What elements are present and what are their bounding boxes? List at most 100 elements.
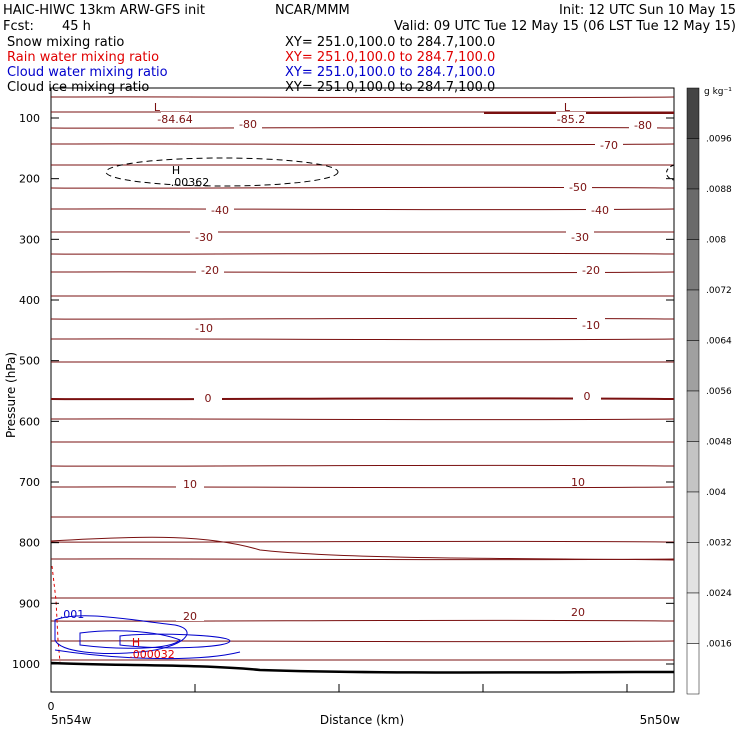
field-legend: Snow mixing ratio XY= 251.0,100.0 to 284.… — [7, 35, 495, 95]
contour-label-bg — [577, 263, 605, 275]
isotherm-line — [50, 558, 675, 561]
contour-label-bg — [564, 475, 592, 487]
field-name: Rain water mixing ratio — [7, 50, 159, 65]
colorbar: .0096 .0088 .008 .0072 .0064 .0056 .0048 .004 .0… — [686, 87, 732, 695]
x-start-label: 5n54w — [51, 713, 92, 727]
cloud-water-contour — [54, 649, 241, 660]
contour-label-bg — [564, 180, 592, 192]
contour-label-bg — [190, 230, 218, 242]
contour-label-bg — [206, 203, 234, 215]
colorbar-tick-label: .0032 — [706, 539, 732, 549]
contour-label: -10 — [195, 322, 213, 335]
snow-max-marker: H — [172, 164, 180, 177]
cloud-water-contour — [54, 615, 188, 654]
rain-max-value: .000032 — [129, 648, 175, 661]
contour-label: 10 — [571, 476, 585, 489]
contour-label-bg — [190, 321, 218, 333]
field-xy: XY= 251.0,100.0 to 284.7,100.0 — [285, 50, 495, 65]
contour-label-bg — [586, 203, 614, 215]
contour-label: -20 — [201, 264, 219, 277]
contour-label: -40 — [211, 204, 229, 217]
x-tick-label-zero: 0 — [48, 700, 55, 713]
distance-axis — [194, 684, 628, 692]
snow-contour — [666, 164, 675, 181]
model-title: HAIC-HIWC 13km ARW-GFS init — [3, 3, 205, 18]
field-xy: XY= 251.0,100.0 to 284.7,100.0 — [285, 65, 495, 80]
contour-label: -50 — [569, 181, 587, 194]
surface-line — [50, 661, 675, 674]
colorbar-tick-label: .004 — [706, 488, 726, 498]
cloud-water-contour — [79, 630, 181, 649]
colorbar-swatch — [686, 542, 700, 594]
colorbar-swatch — [686, 289, 700, 341]
isotherm-line — [50, 96, 675, 99]
y-tick-label: 500 — [19, 355, 40, 368]
low-marker: L — [154, 101, 161, 114]
cloud-water-label: .001 — [60, 608, 85, 621]
institution-label: NCAR/MMM — [275, 3, 350, 18]
contour-label-bg — [566, 230, 594, 242]
contour-label: -80 — [634, 119, 652, 132]
isotherm-line — [50, 126, 675, 129]
colorbar-tick-label: .0016 — [706, 640, 732, 650]
colorbar-swatch — [686, 643, 700, 695]
contour-label-bg — [556, 112, 586, 124]
isotherm-line — [50, 540, 675, 543]
colorbar-tick-label: .0088 — [706, 185, 732, 195]
colorbar-swatch — [686, 441, 700, 493]
colorbar-swatch — [686, 491, 700, 543]
y-tick-label: 900 — [19, 597, 40, 610]
isotherm-line — [50, 619, 675, 622]
contour-label: -20 — [582, 264, 600, 277]
y-tick-label: 700 — [19, 476, 40, 489]
contour-label: 20 — [571, 606, 585, 619]
isotherm-line — [50, 536, 675, 561]
contour-label: -10 — [582, 319, 600, 332]
contour-label-bg — [161, 112, 189, 124]
snow-max-value: .00362 — [171, 176, 210, 189]
contour-label: 0 — [584, 390, 591, 403]
contour-label-bg — [564, 605, 592, 617]
colorbar-tick-label: .008 — [706, 236, 726, 246]
isotherm-line — [50, 252, 675, 255]
valid-time: Valid: 09 UTC Tue 12 May 15 (06 LST Tue … — [394, 19, 736, 34]
contour-label: 20 — [183, 610, 197, 623]
forecast-label: Fcst: — [3, 19, 34, 34]
colorbar-swatch — [686, 188, 700, 240]
field-xy: XY= 251.0,100.0 to 284.7,100.0 — [285, 35, 495, 50]
contour-label: -85.2 — [557, 113, 585, 126]
isotherm-line — [50, 486, 675, 489]
contour-label-bg — [176, 477, 204, 489]
contour-label-bg — [234, 117, 262, 129]
isotherm-line — [50, 208, 675, 211]
colorbar-swatch — [686, 340, 700, 392]
y-tick-label: 600 — [19, 415, 40, 428]
contour-label: -30 — [571, 231, 589, 244]
contour-label-bg — [629, 118, 657, 130]
field-name: Cloud water mixing ratio — [7, 65, 168, 80]
y-axis-label: Pressure (hPa) — [4, 352, 18, 438]
init-time: Init: 12 UTC Sun 10 May 15 — [559, 3, 736, 18]
snow-contour — [105, 157, 339, 187]
contour-label: 0 — [205, 392, 212, 405]
contour-label-bg — [194, 391, 222, 403]
isotherm-line — [50, 418, 675, 421]
field-name: Snow mixing ratio — [7, 35, 124, 50]
y-tick-label: 100 — [19, 112, 40, 125]
x-end-label: 5n50w — [640, 713, 681, 727]
temperature-contours: -84.64 -80 -80 -70 -50 -40 -40 -30 -30 -20 -20 -10 -… — [50, 96, 675, 674]
contour-label-bg — [196, 263, 224, 275]
colorbar-tick-label: .0072 — [706, 286, 732, 296]
isotherm-line — [50, 464, 675, 467]
plot-frame — [50, 87, 675, 693]
contour-label-bg — [176, 609, 204, 621]
colorbar-tick-label: .0048 — [706, 438, 732, 448]
colorbar-swatch — [686, 592, 700, 644]
rain-max-marker: H — [132, 636, 140, 649]
y-tick-label: 400 — [19, 294, 40, 307]
contour-label-bg — [577, 318, 605, 330]
colorbar-tick-label: .0024 — [706, 589, 732, 599]
y-tick-label: 200 — [19, 173, 40, 186]
